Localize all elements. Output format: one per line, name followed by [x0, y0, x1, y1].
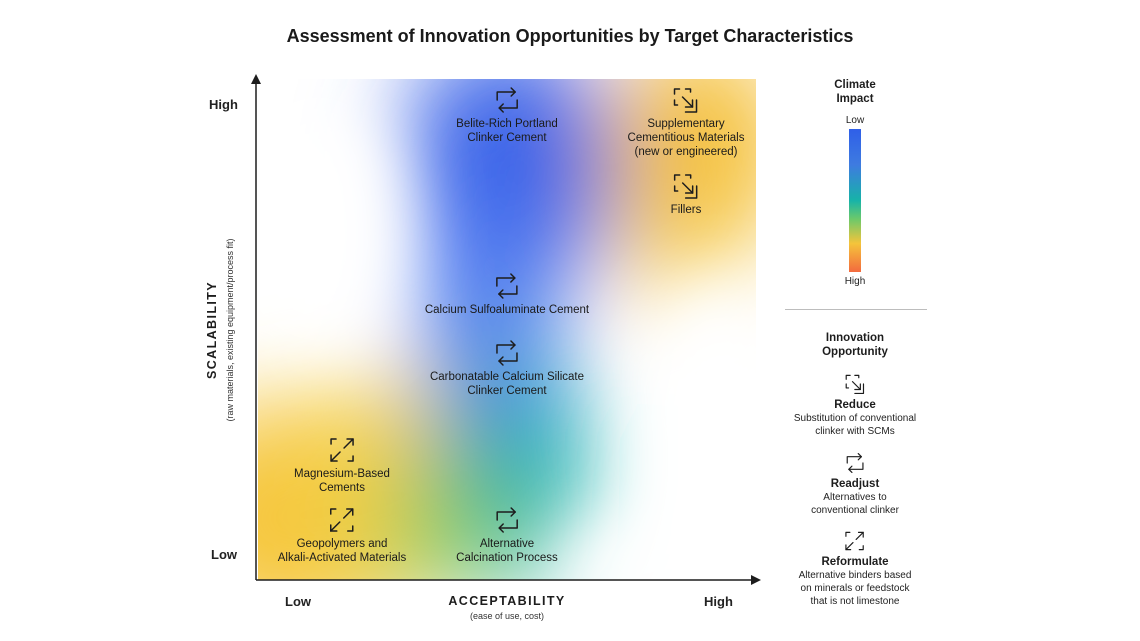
item-label: Alkali-Activated Materials	[277, 552, 407, 564]
innovation-opportunity-title: Innovation Opportunity	[822, 331, 888, 359]
reduce-icon	[844, 373, 866, 395]
item-label: Clinker Cement	[467, 132, 547, 144]
item-label: Supplementary	[647, 118, 725, 130]
legend-entry-reduce: Reduce Substitution of conventional clin…	[794, 373, 916, 438]
legend-entry-name: Reformulate	[821, 556, 889, 568]
climate-high-label: High	[844, 276, 866, 287]
reformulate-icon	[328, 506, 356, 534]
legend-entry-desc: Alternatives to	[823, 492, 887, 503]
legend-title-line: Innovation	[825, 332, 885, 344]
item-label: Clinker Cement	[467, 385, 547, 397]
legend-entry-name: Reduce	[834, 399, 876, 411]
legend-title-line: Climate	[834, 79, 876, 91]
legend-entry-desc: Substitution of conventional	[793, 413, 917, 424]
item-calcium-sulfoaluminate: Calcium Sulfoaluminate Cement	[425, 272, 589, 317]
item-fillers: Fillers	[670, 172, 702, 217]
readjust-icon	[493, 272, 521, 300]
y-low-label: Low	[211, 547, 237, 562]
item-label: Cementitious Materials	[627, 132, 745, 144]
reformulate-icon	[844, 530, 866, 552]
legend-entry-readjust: Readjust Alternatives to conventional cl…	[811, 452, 899, 517]
item-label: Cements	[318, 482, 366, 494]
item-supplementary-cementitious: Supplementary Cementitious Materials (ne…	[627, 86, 745, 159]
x-high-label: High	[704, 594, 733, 609]
item-label: Fillers	[670, 204, 702, 216]
x-axis-subtitle: (ease of use, cost)	[469, 611, 545, 621]
item-label: Carbonatable Calcium Silicate	[429, 371, 585, 383]
diagram-title: Assessment of Innovation Opportunities b…	[286, 26, 854, 46]
item-label: Belite-Rich Portland	[456, 118, 558, 130]
legend-entry-desc: conventional clinker	[811, 505, 899, 516]
item-label: (new or engineered)	[634, 146, 738, 158]
legend-entry-desc: clinker with SCMs	[815, 426, 895, 437]
item-label: Alternative	[479, 538, 535, 550]
item-label: Geopolymers and	[296, 538, 388, 550]
item-carbonatable-calcium-silicate: Carbonatable Calcium Silicate Clinker Ce…	[430, 339, 584, 398]
readjust-icon	[493, 86, 521, 114]
opportunity-matrix-background	[258, 79, 756, 580]
readjust-icon	[493, 339, 521, 367]
item-magnesium-based: Magnesium-Based Cements	[294, 436, 390, 495]
legend-entry-name: Readjust	[830, 478, 880, 490]
climate-impact-title: Climate Impact	[834, 78, 876, 106]
legend-divider	[785, 309, 927, 310]
item-alternative-calcination: Alternative Calcination Process	[456, 506, 558, 565]
item-label: Calcination Process	[456, 552, 558, 564]
y-high-label: High	[209, 97, 238, 112]
climate-impact-colorbar	[849, 129, 861, 272]
readjust-icon	[844, 452, 866, 474]
legend-entry-reformulate: Reformulate Alternative binders based on…	[798, 530, 912, 608]
climate-low-label: Low	[845, 115, 865, 126]
item-label: Calcium Sulfoaluminate Cement	[424, 304, 590, 316]
item-belite-rich-portland: Belite-Rich Portland Clinker Cement	[456, 86, 558, 145]
legend-entry-desc: on minerals or feedstock	[800, 583, 910, 594]
readjust-icon	[493, 506, 521, 534]
y-axis-title: SCALABILITY	[205, 280, 219, 380]
legend-entry-desc: that is not limestone	[810, 596, 900, 607]
item-geopolymers: Geopolymers and Alkali-Activated Materia…	[278, 506, 406, 565]
legend-title-line: Impact	[836, 93, 874, 105]
reformulate-icon	[328, 436, 356, 464]
x-axis-title: ACCEPTABILITY	[448, 594, 566, 608]
legend-title-line: Opportunity	[822, 346, 888, 358]
legend-entry-desc: Alternative binders based	[798, 570, 912, 581]
x-low-label: Low	[285, 594, 311, 609]
y-axis-subtitle: (raw materials, existing equipment/proce…	[225, 238, 235, 422]
reduce-icon	[672, 172, 700, 200]
item-label: Magnesium-Based	[294, 468, 390, 480]
reduce-icon	[672, 86, 700, 114]
